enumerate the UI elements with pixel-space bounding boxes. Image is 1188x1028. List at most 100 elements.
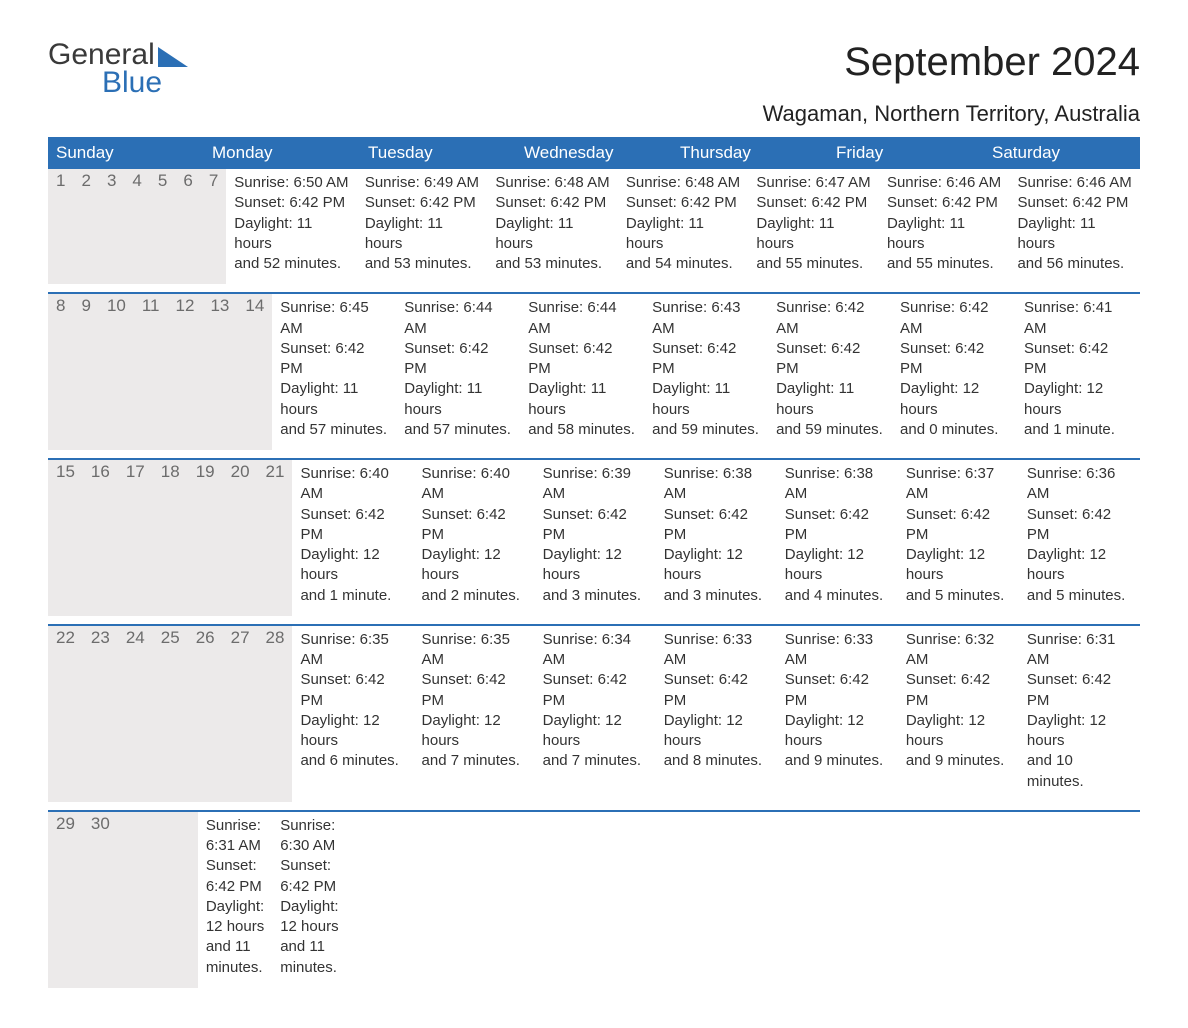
day-number: 12 [168,294,203,450]
sunset-text: Sunset: 6:42 PM [280,856,338,897]
sunset-text: Sunset: 6:42 PM [776,339,884,380]
sunset-text: Sunset: 6:42 PM [543,505,648,546]
daylight-text-1: Daylight: 12 hours [422,545,527,586]
daylight-text-2: and 10 minutes. [1027,751,1132,792]
day-cell: Sunrise: 6:33 AMSunset: 6:42 PMDaylight:… [777,626,898,802]
sunrise-text: Sunrise: 6:33 AM [664,630,769,671]
sunset-text: Sunset: 6:42 PM [1017,193,1132,213]
daylight-text-2: and 54 minutes. [626,254,741,274]
day-cell: Sunrise: 6:34 AMSunset: 6:42 PMDaylight:… [535,626,656,802]
daylight-text-1: Daylight: 11 hours [756,214,871,255]
calendar-week: 2930Sunrise: 6:31 AM Sunset: 6:42 PM Dayli… [48,810,1140,988]
sunset-text: Sunset: 6:42 PM [652,339,760,380]
day-number [118,812,134,988]
calendar-week: 22232425262728Sunrise: 6:35 AMSunset: 6:… [48,624,1140,802]
day-cell: Sunrise: 6:48 AMSunset: 6:42 PMDaylight:… [618,169,749,284]
location-subtitle: Wagaman, Northern Territory, Australia [763,101,1140,127]
sunset-text: Sunset: 6:42 PM [422,670,527,711]
day-cell [429,812,470,988]
sunrise-text: Sunrise: 6:40 AM [300,464,405,505]
daylight-text-1: Daylight: 12 hours [206,897,264,938]
sunrise-text: Sunrise: 6:35 AM [422,630,527,671]
daylight-text-1: Daylight: 12 hours [664,545,769,586]
day-cell: Sunrise: 6:35 AMSunset: 6:42 PMDaylight:… [414,626,535,802]
daylight-text-1: Daylight: 12 hours [785,545,890,586]
day-number [182,812,198,988]
sunrise-text: Sunrise: 6:32 AM [906,630,1011,671]
sunrise-text: Sunrise: 6:41 AM [1024,298,1132,339]
day-cell: Sunrise: 6:40 AMSunset: 6:42 PMDaylight:… [414,460,535,616]
sunrise-text: Sunrise: 6:36 AM [1027,464,1132,505]
daylight-text-2: and 53 minutes. [495,254,610,274]
day-number: 2 [73,169,98,284]
day-cell: Sunrise: 6:31 AMSunset: 6:42 PMDaylight:… [1019,626,1140,802]
daylight-text-1: Daylight: 12 hours [1027,545,1132,586]
daylight-text-2: and 55 minutes. [756,254,871,274]
day-cell [511,812,552,988]
daylight-text-2: and 7 minutes. [422,751,527,771]
month-title: September 2024 [763,40,1140,85]
daylight-text-1: Daylight: 11 hours [652,379,760,420]
day-number: 7 [201,169,226,284]
day-cell [470,812,511,988]
daylight-text-1: Daylight: 12 hours [300,711,405,752]
sunrise-text: Sunrise: 6:48 AM [626,173,741,193]
day-cell: Sunrise: 6:30 AMSunset: 6:42 PMDaylight:… [272,812,346,988]
daylight-text-2: and 58 minutes. [528,420,636,440]
daylight-text-1: Daylight: 11 hours [404,379,512,420]
daylight-text-2: and 2 minutes. [422,586,527,606]
day-number: 5 [150,169,175,284]
calendar-week: 891011121314Sunrise: 6:45 AMSunset: 6:42… [48,292,1140,450]
daylight-text-1: Daylight: 11 hours [1017,214,1132,255]
sunrise-text: Sunrise: 6:42 AM [776,298,884,339]
day-number: 14 [237,294,272,450]
sunrise-text: Sunrise: 6:31 AM [206,816,264,857]
sunset-text: Sunset: 6:42 PM [300,670,405,711]
sunset-text: Sunset: 6:42 PM [626,193,741,213]
calendar-week: 15161718192021Sunrise: 6:40 AMSunset: 6:… [48,458,1140,616]
sunset-text: Sunset: 6:42 PM [404,339,512,380]
daylight-text-2: and 11 minutes. [280,937,338,978]
daylight-text-2: and 56 minutes. [1017,254,1132,274]
daylight-text-1: Daylight: 11 hours [280,379,388,420]
daylight-text-2: and 11 minutes. [206,937,264,978]
sunset-text: Sunset: 6:42 PM [906,670,1011,711]
daynum-row: 1234567 [48,169,226,284]
day-cell: Sunrise: 6:40 AMSunset: 6:42 PMDaylight:… [292,460,413,616]
day-number: 26 [188,626,223,802]
daylight-text-1: Daylight: 12 hours [664,711,769,752]
day-number: 30 [83,812,118,988]
calendar: Sunday Monday Tuesday Wednesday Thursday… [48,137,1140,988]
day-number: 8 [48,294,73,450]
day-number: 10 [99,294,134,450]
weekday-header: Saturday [984,137,1140,169]
daylight-text-1: Daylight: 11 hours [776,379,884,420]
weekday-header: Friday [828,137,984,169]
daylight-text-2: and 1 minute. [300,586,405,606]
logo-flag-icon [158,47,188,67]
sunset-text: Sunset: 6:42 PM [664,505,769,546]
day-number: 28 [258,626,293,802]
day-number [166,812,182,988]
weekday-header: Monday [204,137,360,169]
day-number: 19 [188,460,223,616]
day-cell: Sunrise: 6:36 AMSunset: 6:42 PMDaylight:… [1019,460,1140,616]
sunrise-text: Sunrise: 6:48 AM [495,173,610,193]
day-cell: Sunrise: 6:39 AMSunset: 6:42 PMDaylight:… [535,460,656,616]
weeks-container: 1234567Sunrise: 6:50 AMSunset: 6:42 PMDa… [48,169,1140,988]
daylight-text-2: and 6 minutes. [300,751,405,771]
day-number: 22 [48,626,83,802]
daylight-text-2: and 59 minutes. [652,420,760,440]
sunrise-text: Sunrise: 6:45 AM [280,298,388,339]
day-number: 16 [83,460,118,616]
day-body-row: Sunrise: 6:45 AMSunset: 6:42 PMDaylight:… [272,294,1140,450]
sunset-text: Sunset: 6:42 PM [664,670,769,711]
sunset-text: Sunset: 6:42 PM [887,193,1002,213]
daylight-text-2: and 55 minutes. [887,254,1002,274]
sunset-text: Sunset: 6:42 PM [900,339,1008,380]
sunset-text: Sunset: 6:42 PM [234,193,349,213]
sunset-text: Sunset: 6:42 PM [1027,505,1132,546]
sunset-text: Sunset: 6:42 PM [785,670,890,711]
daylight-text-2: and 3 minutes. [543,586,648,606]
daynum-row: 2930 [48,812,198,988]
